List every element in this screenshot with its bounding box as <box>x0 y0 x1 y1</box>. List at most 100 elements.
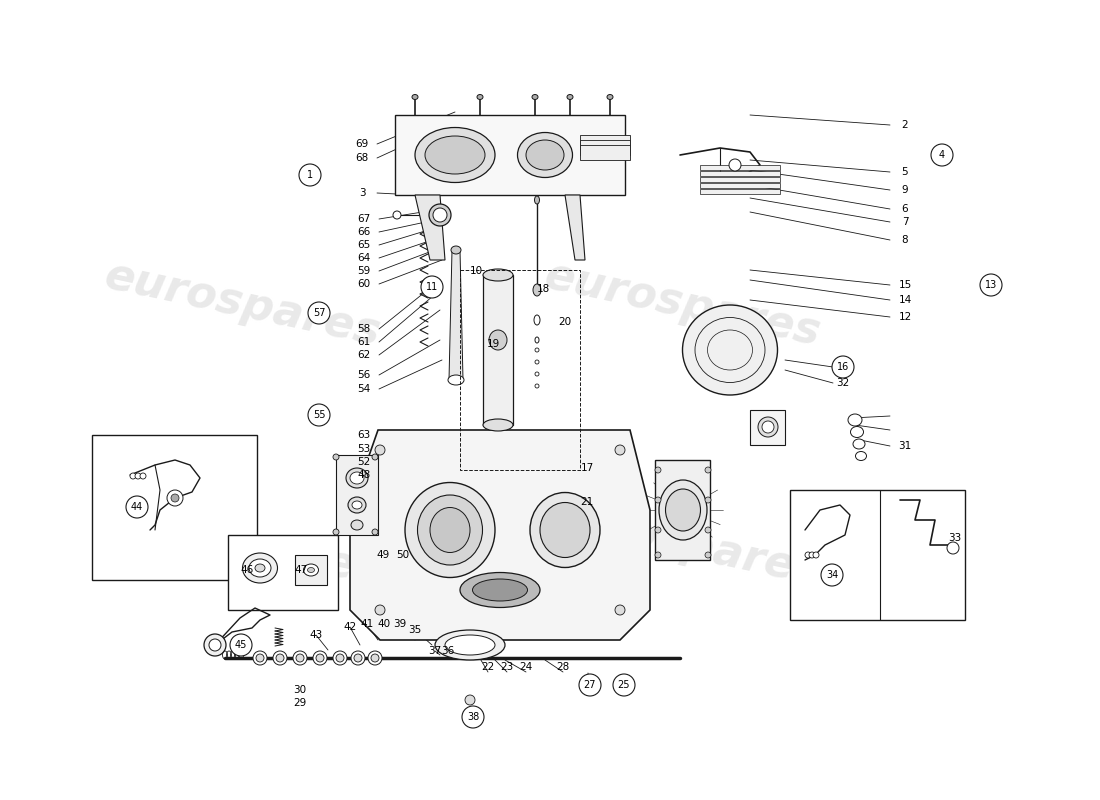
Ellipse shape <box>415 127 495 182</box>
Text: 66: 66 <box>358 227 371 237</box>
Bar <box>700 165 780 170</box>
Bar <box>580 140 630 155</box>
Circle shape <box>130 473 136 479</box>
Ellipse shape <box>430 507 470 553</box>
Text: 53: 53 <box>358 444 371 454</box>
Ellipse shape <box>308 567 315 573</box>
Ellipse shape <box>276 654 284 662</box>
Ellipse shape <box>293 651 307 665</box>
Ellipse shape <box>273 651 287 665</box>
Circle shape <box>729 159 741 171</box>
Text: 49: 49 <box>376 550 389 560</box>
Text: 23: 23 <box>500 662 514 672</box>
Text: 65: 65 <box>358 240 371 250</box>
Circle shape <box>421 276 443 298</box>
Text: 69: 69 <box>355 139 368 149</box>
Text: 8: 8 <box>902 235 909 245</box>
Circle shape <box>654 527 661 533</box>
Circle shape <box>813 552 820 558</box>
Polygon shape <box>350 430 650 640</box>
Text: 38: 38 <box>466 712 480 722</box>
Bar <box>460 270 580 470</box>
Ellipse shape <box>460 573 540 607</box>
Circle shape <box>654 467 661 473</box>
Text: eurospares: eurospares <box>100 494 384 594</box>
Ellipse shape <box>530 493 600 567</box>
Bar <box>295 555 327 585</box>
Ellipse shape <box>566 94 573 99</box>
Ellipse shape <box>473 579 528 601</box>
Text: 15: 15 <box>899 280 912 290</box>
Circle shape <box>821 564 843 586</box>
Ellipse shape <box>433 208 447 222</box>
Circle shape <box>299 164 321 186</box>
Circle shape <box>140 473 146 479</box>
Ellipse shape <box>350 472 364 484</box>
Ellipse shape <box>483 269 513 281</box>
Circle shape <box>832 356 854 378</box>
Ellipse shape <box>483 419 513 431</box>
Bar <box>750 410 785 445</box>
Circle shape <box>170 494 179 502</box>
Circle shape <box>375 605 385 615</box>
Circle shape <box>705 497 711 503</box>
Bar <box>580 135 630 150</box>
Text: 34: 34 <box>826 570 838 580</box>
Ellipse shape <box>451 246 461 254</box>
Polygon shape <box>565 195 585 260</box>
Text: 59: 59 <box>358 266 371 276</box>
Ellipse shape <box>448 375 464 385</box>
Text: 42: 42 <box>343 622 356 632</box>
Text: 47: 47 <box>295 565 308 575</box>
Text: 3: 3 <box>359 188 365 198</box>
Text: 16: 16 <box>837 362 849 372</box>
Ellipse shape <box>314 651 327 665</box>
Text: 9: 9 <box>902 185 909 195</box>
Text: 14: 14 <box>899 295 912 305</box>
Bar <box>92 435 257 580</box>
Text: 2: 2 <box>902 120 909 130</box>
Ellipse shape <box>540 502 590 558</box>
Text: 32: 32 <box>836 378 849 388</box>
Ellipse shape <box>316 654 324 662</box>
Text: 6: 6 <box>902 204 909 214</box>
Ellipse shape <box>659 480 707 540</box>
Text: 50: 50 <box>396 550 409 560</box>
Text: 30: 30 <box>294 685 307 695</box>
Circle shape <box>230 634 252 656</box>
Ellipse shape <box>535 384 539 388</box>
Circle shape <box>705 467 711 473</box>
Circle shape <box>333 529 339 535</box>
Ellipse shape <box>405 482 495 578</box>
Text: 63: 63 <box>358 430 371 440</box>
Text: 40: 40 <box>377 619 390 629</box>
Ellipse shape <box>434 630 505 660</box>
Ellipse shape <box>371 654 380 662</box>
Ellipse shape <box>348 497 366 513</box>
Text: 46: 46 <box>241 565 254 575</box>
Text: 25: 25 <box>618 680 630 690</box>
Circle shape <box>705 527 711 533</box>
Text: 58: 58 <box>358 324 371 334</box>
Ellipse shape <box>446 635 495 655</box>
Circle shape <box>805 552 811 558</box>
Ellipse shape <box>204 634 226 656</box>
Text: 54: 54 <box>358 384 371 394</box>
Circle shape <box>308 302 330 324</box>
Circle shape <box>615 445 625 455</box>
Text: 36: 36 <box>441 646 454 656</box>
Text: 67: 67 <box>358 214 371 224</box>
Ellipse shape <box>682 305 778 395</box>
Circle shape <box>375 445 385 455</box>
Bar <box>790 490 965 620</box>
Ellipse shape <box>351 520 363 530</box>
Ellipse shape <box>418 495 483 565</box>
Text: 55: 55 <box>312 410 326 420</box>
Circle shape <box>931 144 953 166</box>
Text: 31: 31 <box>899 441 912 451</box>
Text: 24: 24 <box>519 662 532 672</box>
Text: 27: 27 <box>584 680 596 690</box>
Text: 7: 7 <box>902 217 909 227</box>
Circle shape <box>808 552 815 558</box>
Text: 33: 33 <box>948 533 961 543</box>
